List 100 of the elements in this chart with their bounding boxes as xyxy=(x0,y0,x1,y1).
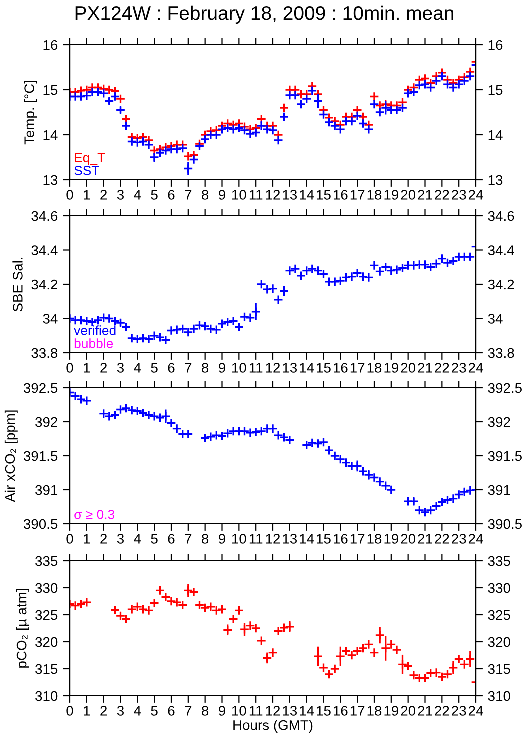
x-tick-label: 12 xyxy=(266,534,280,544)
x-tick-label: 24 xyxy=(468,534,484,544)
x-tick-label: 15 xyxy=(317,534,331,544)
x-tick-label: 17 xyxy=(350,534,365,544)
x-tick-label: 3 xyxy=(117,190,124,200)
y-tick-label: 14 xyxy=(44,130,58,140)
y-tick-label: 310 xyxy=(36,691,58,702)
x-tick-label: 2 xyxy=(100,363,107,373)
y-tick-label: 15 xyxy=(44,85,58,96)
x-tick-label: 4 xyxy=(134,534,142,544)
x-tick-label: 18 xyxy=(368,706,382,716)
x-tick-label: 9 xyxy=(219,706,226,716)
x-tick-label: 12 xyxy=(266,706,280,716)
x-tick-label: 5 xyxy=(151,363,158,373)
x-tick-label: 19 xyxy=(384,706,398,716)
y2-tick-label: 391 xyxy=(488,485,510,496)
x-tick-label: 11 xyxy=(250,706,263,716)
y2-tick-label: 392 xyxy=(488,417,510,428)
x-tick-label: 24 xyxy=(468,363,484,373)
x-tick-label: 0 xyxy=(66,190,74,200)
x-tick-label: 4 xyxy=(134,363,142,373)
x-tick-label: 15 xyxy=(317,190,331,200)
y2-tick-label: 335 xyxy=(488,556,510,566)
x-tick-label: 20 xyxy=(401,363,416,373)
x-tick-label: 10 xyxy=(232,190,246,200)
y2-tick-label: 34.6 xyxy=(488,211,514,222)
x-tick-label: 10 xyxy=(232,363,246,373)
x-tick-label: 7 xyxy=(185,190,192,200)
x-tick-label: 3 xyxy=(117,534,124,544)
x-tick-label: 14 xyxy=(300,190,314,200)
x-tick-label: 13 xyxy=(283,363,298,373)
y-tick-label: 325 xyxy=(36,610,58,620)
x-tick-label: 4 xyxy=(134,190,142,200)
y2-tick-label: 34 xyxy=(488,314,503,324)
x-tick-label: 22 xyxy=(435,363,450,373)
x-tick-label: 11 xyxy=(250,534,263,544)
x-tick-label: 20 xyxy=(401,706,416,716)
x-tick-label: 23 xyxy=(452,534,466,544)
x-tick-label: 16 xyxy=(334,190,348,200)
x-tick-label: 0 xyxy=(66,363,74,373)
x-tick-label: 20 xyxy=(401,534,416,544)
x-tick-label: 1 xyxy=(84,363,90,373)
x-tick-label: 22 xyxy=(435,706,450,716)
y-tick-label: 320 xyxy=(36,637,58,648)
y2-tick-label: 392.5 xyxy=(488,383,522,394)
x-tick-label: 11 xyxy=(250,363,263,373)
x-tick-label: 18 xyxy=(368,363,382,373)
x-tick-label: 8 xyxy=(202,190,209,200)
y2-tick-label: 320 xyxy=(488,637,510,648)
y-tick-label: 392.5 xyxy=(24,383,58,394)
y-tick-label: 34.4 xyxy=(32,246,58,256)
x-tick-label: 19 xyxy=(384,363,398,373)
x-tick-label: 9 xyxy=(219,534,226,544)
y2-tick-label: 310 xyxy=(488,691,510,702)
x-tick-label: 17 xyxy=(350,706,365,716)
y2-tick-label: 13 xyxy=(488,175,503,186)
x-tick-label: 17 xyxy=(350,190,365,200)
x-tick-label: 18 xyxy=(368,534,382,544)
text: Eq_T xyxy=(75,153,106,166)
x-tick-label: 14 xyxy=(300,363,314,373)
x-tick-label: 1 xyxy=(84,706,90,716)
x-tick-label: 15 xyxy=(317,363,331,373)
x-tick-label: 3 xyxy=(117,706,124,716)
x-tick-label: 15 xyxy=(317,706,331,716)
x-tick-label: 4 xyxy=(134,706,142,716)
y2-tick-label: 34.2 xyxy=(488,280,514,290)
y2-tick-label: 14 xyxy=(488,130,503,140)
y-tick-label: 33.8 xyxy=(32,348,58,358)
x-tick-label: 8 xyxy=(202,534,209,544)
x-tick-label: 6 xyxy=(168,363,175,373)
x-tick-label: 2 xyxy=(100,190,107,200)
x-tick-label: 21 xyxy=(418,534,432,544)
text: SST xyxy=(74,166,100,176)
y2-tick-label: 325 xyxy=(488,610,510,620)
x-tick-label: 10 xyxy=(232,706,246,716)
y-axis-title: Temp. [°C] xyxy=(24,81,38,145)
x-tick-label: 17 xyxy=(350,363,365,373)
x-tick-label: 13 xyxy=(283,706,298,716)
y-tick-label: 34 xyxy=(43,314,58,324)
x-tick-label: 1 xyxy=(84,190,90,200)
x-tick-label: 0 xyxy=(66,534,74,544)
x-tick-label: 0 xyxy=(66,706,74,716)
x-tick-label: 1 xyxy=(84,534,90,544)
chart-title: PX124W : February 18, 2009 : 10min. mean xyxy=(76,6,454,24)
series-label: verified xyxy=(74,326,116,336)
x-tick-label: 3 xyxy=(117,363,124,373)
x-tick-label: 16 xyxy=(334,363,348,373)
y2-tick-label: 390.5 xyxy=(488,519,522,530)
y-tick-label: 13 xyxy=(44,175,58,186)
x-tick-label: 10 xyxy=(232,534,246,544)
y-tick-label: 390.5 xyxy=(24,519,58,530)
x-tick-label: 24 xyxy=(468,706,484,716)
y-axis-title: Air xCO₂ [ppm] xyxy=(4,410,18,502)
x-tick-label: 19 xyxy=(384,534,398,544)
x-tick-label: 6 xyxy=(168,534,175,544)
x-tick-label: 6 xyxy=(168,706,175,716)
x-tick-label: 12 xyxy=(266,190,280,200)
x-tick-label: 8 xyxy=(202,706,209,716)
x-tick-label: 13 xyxy=(283,534,298,544)
y-tick-label: 34.2 xyxy=(32,280,58,290)
